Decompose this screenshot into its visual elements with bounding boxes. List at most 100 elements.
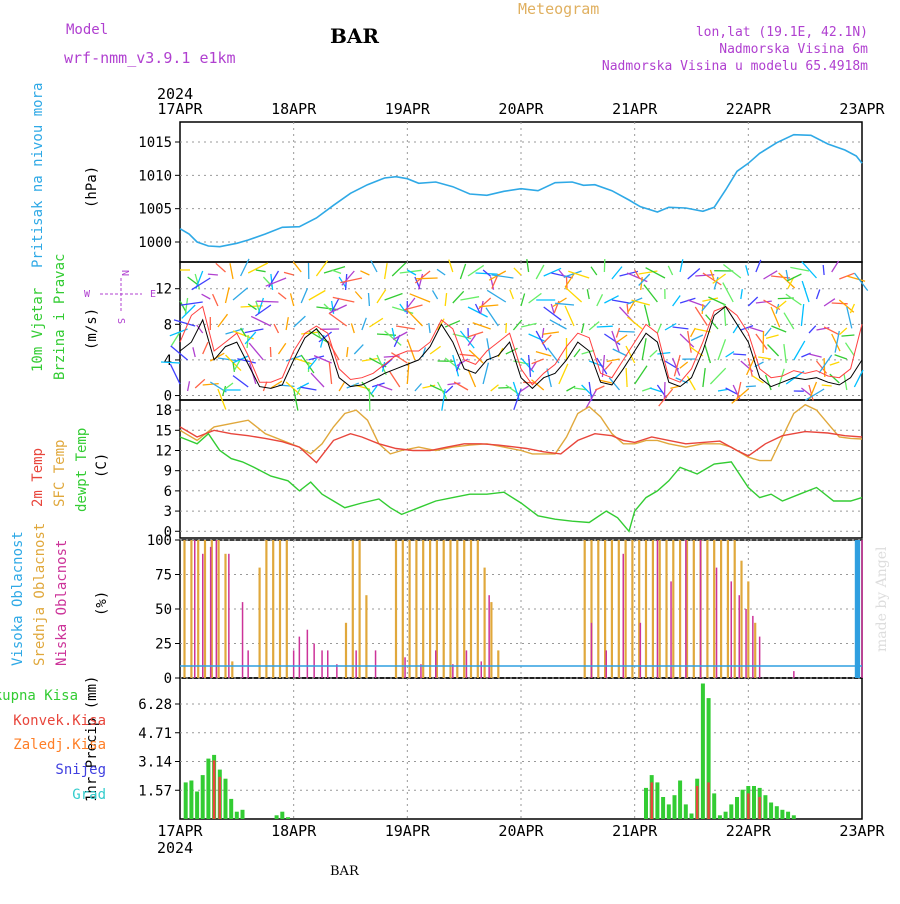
mid-cloud-bar bbox=[497, 650, 499, 678]
mid-cloud-bar bbox=[259, 568, 261, 678]
total-rain-bar bbox=[763, 795, 767, 819]
date-label-top: 17APR bbox=[157, 100, 203, 118]
mid-cloud-bar bbox=[625, 540, 627, 678]
wind-barb bbox=[553, 298, 567, 307]
total-rain-bar bbox=[678, 781, 682, 820]
total-rain-bar bbox=[780, 810, 784, 819]
wind-barb bbox=[416, 278, 438, 279]
low-cloud-bar bbox=[194, 540, 196, 678]
wind-barb bbox=[766, 335, 779, 338]
wind-barb bbox=[527, 259, 529, 272]
total-rain-bar bbox=[712, 793, 716, 819]
mid-cloud-bar bbox=[470, 540, 472, 678]
wind-barb bbox=[823, 265, 824, 275]
mid-cloud-bar bbox=[740, 561, 742, 678]
total-rain-bar bbox=[667, 804, 671, 819]
mid-cloud-bar bbox=[231, 661, 233, 678]
wind-barb bbox=[389, 371, 399, 387]
wind-barb bbox=[332, 270, 341, 273]
convective-rain-bar bbox=[213, 760, 216, 819]
high-cloud-axis-title: Visoka Oblacnost bbox=[10, 531, 26, 666]
mid-cloud-bar bbox=[611, 540, 613, 678]
pressure-panel-frame bbox=[180, 122, 862, 262]
wind-barb bbox=[233, 376, 248, 387]
mid-cloud-bar bbox=[484, 568, 486, 678]
wind-barb bbox=[604, 296, 618, 303]
wind-barb bbox=[597, 326, 613, 327]
wind-barb bbox=[805, 389, 824, 400]
y-tick-label: 1015 bbox=[138, 135, 172, 151]
wind-barb bbox=[609, 378, 619, 390]
wind-barb bbox=[301, 288, 307, 303]
mid-cloud-bar bbox=[734, 540, 736, 678]
legend-freezing-rain: Zaledj.Kisa bbox=[13, 737, 106, 753]
compass-west: W bbox=[84, 289, 91, 300]
wind-barb bbox=[691, 335, 703, 341]
low-cloud-bar bbox=[481, 661, 483, 678]
mid-cloud-bar bbox=[345, 623, 347, 678]
wind-barb bbox=[748, 327, 763, 332]
wind-barb bbox=[842, 335, 855, 336]
model-elevation-info: Nadmorska Visina u modelu 65.4918m bbox=[602, 59, 868, 74]
mid-cloud-bar bbox=[415, 540, 417, 678]
wind-barb bbox=[195, 379, 205, 388]
wind-barb bbox=[208, 274, 218, 275]
date-label-bottom: 21APR bbox=[612, 822, 658, 840]
low-cloud-bar bbox=[375, 650, 377, 678]
mid-cloud-bar bbox=[463, 540, 465, 678]
y-tick-label: 25 bbox=[155, 637, 172, 653]
wind-barb bbox=[536, 352, 551, 356]
total-rain-bar bbox=[673, 795, 677, 819]
wind-barb bbox=[824, 327, 838, 334]
low-cloud-bar bbox=[731, 581, 733, 678]
mid-cloud-bar bbox=[422, 540, 424, 678]
wind-barb bbox=[445, 293, 446, 306]
y-tick-label: 1.57 bbox=[138, 783, 172, 799]
wind-barb bbox=[284, 272, 294, 275]
wind-barb bbox=[839, 328, 846, 335]
wind-barb bbox=[794, 341, 805, 360]
wind-barb bbox=[396, 326, 415, 329]
low-cloud-bar bbox=[793, 671, 795, 678]
low-cloud-bar bbox=[355, 650, 357, 678]
wind-barb bbox=[377, 385, 392, 391]
total-rain-bar bbox=[286, 817, 290, 819]
year-label-bottom: 2024 bbox=[157, 839, 193, 857]
date-label-top: 23APR bbox=[839, 100, 885, 118]
pressure-axis-title: Pritisak na nivou mora bbox=[30, 83, 46, 268]
total-rain-bar bbox=[701, 684, 705, 820]
wind-barb bbox=[713, 274, 726, 283]
wind-barb bbox=[542, 335, 551, 344]
wind-barb bbox=[174, 320, 195, 326]
wind-barb bbox=[213, 294, 218, 306]
mid-cloud-bar bbox=[679, 540, 681, 678]
wind-barb bbox=[170, 364, 180, 384]
mid-cloud-bar bbox=[224, 554, 226, 678]
low-cloud-bar bbox=[202, 554, 204, 678]
y-tick-label: 4 bbox=[164, 353, 172, 369]
wind-barb bbox=[830, 362, 840, 365]
mid-cloud-bar bbox=[618, 540, 620, 678]
low-cloud-bar bbox=[759, 637, 761, 678]
wind-barb bbox=[218, 314, 228, 327]
wind-barb bbox=[377, 290, 386, 303]
wind-barb bbox=[612, 267, 622, 279]
wind-barb bbox=[536, 265, 544, 279]
wind-barb bbox=[613, 349, 627, 356]
wind-axis-subtitle: Brzina i Pravac bbox=[52, 254, 68, 380]
wind-barb bbox=[765, 328, 771, 336]
wind-barb bbox=[688, 269, 700, 280]
wind-barb bbox=[619, 331, 635, 332]
wind-barb bbox=[192, 278, 211, 290]
date-label-bottom: 23APR bbox=[839, 822, 885, 840]
mid-cloud-bar bbox=[720, 540, 722, 678]
wind-barb bbox=[468, 332, 483, 337]
mid-cloud-axis-title: Srednja Oblacnost bbox=[32, 523, 48, 666]
wind-barb bbox=[202, 294, 211, 299]
wind-barb bbox=[339, 382, 344, 391]
wind-barb bbox=[639, 274, 650, 286]
wind-barb bbox=[203, 342, 208, 354]
y-tick-label: 12 bbox=[155, 443, 172, 459]
y-tick-label: 75 bbox=[155, 568, 172, 584]
